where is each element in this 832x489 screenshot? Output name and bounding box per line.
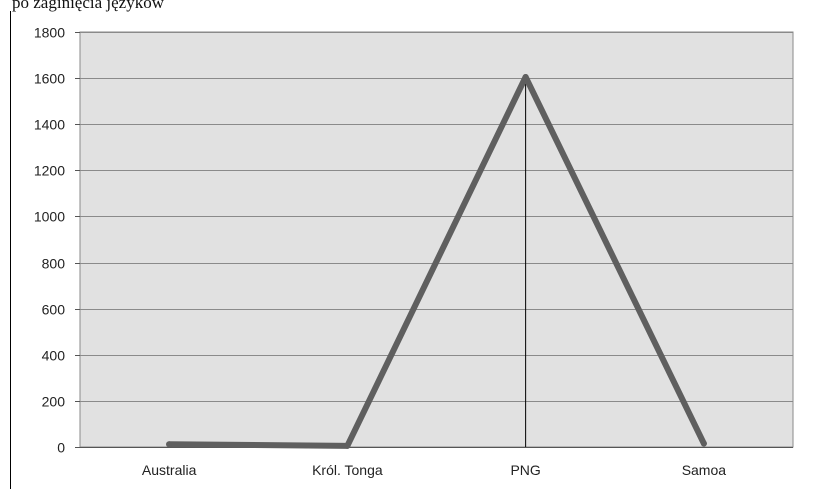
- y-tick-label: 800: [42, 256, 66, 272]
- top-text-fragment: po zaginięcia języków: [12, 0, 165, 12]
- x-tick-label: Australia: [142, 462, 197, 478]
- y-tick-label: 1400: [34, 117, 65, 133]
- y-tick-label: 400: [42, 348, 66, 364]
- y-tick-label: 1200: [34, 163, 65, 179]
- x-tick-label: PNG: [510, 462, 540, 478]
- y-tick-label: 200: [42, 394, 66, 410]
- y-tick-label: 0: [57, 440, 65, 456]
- y-tick-label: 1000: [34, 209, 65, 225]
- data-point-australia: [166, 441, 173, 448]
- y-tick-label: 600: [42, 302, 66, 318]
- y-tick-label: 1800: [34, 25, 65, 41]
- x-tick-label: Samoa: [682, 462, 727, 478]
- series-line: [166, 73, 707, 449]
- plot-area: [79, 31, 794, 448]
- data-points: [166, 73, 707, 449]
- y-tick-label: 1600: [34, 71, 65, 87]
- data-point-png: [522, 73, 529, 80]
- y-axis-ticks: 0 200 400 600 800 1000 1200 1400 1600 1800: [34, 25, 80, 456]
- data-point-kr-l-tonga: [344, 442, 351, 449]
- data-point-samoa: [700, 440, 707, 447]
- x-tick-label: Król. Tonga: [312, 462, 383, 478]
- x-axis-ticks: Australia Król. Tonga PNG Samoa: [142, 462, 726, 478]
